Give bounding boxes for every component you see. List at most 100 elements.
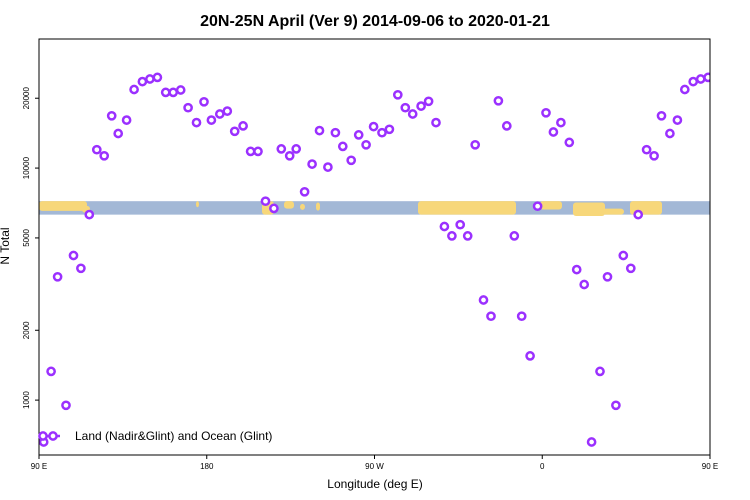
data-point [501, 121, 512, 131]
data-point [447, 231, 457, 241]
data-point [423, 96, 434, 107]
data-point [579, 279, 590, 290]
data-point [314, 125, 325, 136]
data-point [525, 351, 535, 361]
data-point [113, 128, 124, 139]
data-point [191, 117, 202, 128]
map-land [284, 201, 294, 209]
x-tick-label: 90 E [702, 462, 718, 471]
data-point [564, 137, 575, 148]
map-land [196, 201, 199, 208]
data-point [253, 146, 263, 157]
chart-title: 20N-25N April (Ver 9) 2014-09-06 to 2020… [200, 13, 550, 30]
data-point [307, 159, 317, 169]
map-land [540, 201, 562, 210]
data-point [431, 117, 441, 128]
data-point [586, 437, 597, 447]
x-tick-label: 180 [200, 462, 214, 471]
data-point [84, 209, 95, 220]
data-point [91, 144, 102, 155]
data-point [656, 110, 667, 121]
data-point [199, 96, 209, 107]
data-point [152, 72, 163, 83]
data-point [245, 146, 256, 157]
x-tick-label: 90 E [31, 462, 47, 471]
data-point [493, 95, 504, 106]
data-point [222, 106, 233, 116]
plot-frame [38, 38, 711, 456]
map-land [39, 201, 87, 211]
data-point [672, 115, 683, 125]
map-land [418, 201, 516, 215]
x-axis-label: Longitude (deg E) [327, 477, 422, 491]
data-point [713, 89, 720, 96]
data-point [206, 115, 217, 125]
legend-marker [48, 431, 58, 441]
data-point [611, 400, 621, 411]
data-point [337, 141, 348, 152]
legend-marker [38, 431, 48, 441]
data-point [688, 76, 699, 87]
data-point [556, 117, 566, 128]
map-land [602, 208, 624, 215]
data-point [384, 124, 395, 135]
data-point [52, 271, 63, 282]
data-point [602, 271, 613, 282]
data-point [68, 250, 79, 261]
data-point [439, 221, 450, 232]
data-point [145, 74, 155, 84]
data-point [183, 102, 193, 113]
data-point [548, 127, 559, 137]
data-point [377, 127, 387, 138]
legend-label: Land (Nadir&Glint) and Ocean (Glint) [75, 429, 272, 443]
y-tick-label: 5000 [22, 228, 31, 246]
data-point [470, 139, 481, 150]
x-tick-label: 0 [540, 462, 545, 471]
data-point [625, 263, 636, 274]
data-point [346, 155, 357, 166]
data-point [516, 311, 527, 322]
data-point [284, 150, 295, 161]
data-point [276, 144, 287, 154]
data-point [695, 74, 706, 84]
data-point [323, 162, 333, 172]
data-point [61, 400, 71, 411]
data-point [462, 231, 473, 241]
data-point [99, 150, 110, 161]
data-point [330, 127, 341, 138]
data-point [129, 84, 139, 95]
data-point [291, 144, 302, 154]
data-point [299, 186, 310, 197]
legend: Land (Nadir&Glint) and Ocean (Glint) [38, 429, 272, 443]
y-tick-label: 10000 [22, 156, 31, 179]
data-point [238, 121, 248, 131]
data-point [407, 109, 418, 119]
data-point [595, 366, 605, 377]
y-tick-label: 1000 [22, 391, 31, 409]
data-point [641, 144, 652, 155]
data-point [455, 219, 466, 230]
data-points [39, 72, 720, 447]
data-point [649, 150, 659, 161]
x-tick-label: 90 W [365, 462, 384, 471]
map-land [316, 202, 320, 211]
data-point [703, 72, 710, 83]
x-axis: 90 E 180 90 W 0 90 E [31, 455, 718, 471]
y-axis-label: N Total [0, 227, 12, 264]
data-point [168, 87, 179, 98]
data-point [486, 311, 496, 322]
data-point [633, 209, 644, 220]
data-point [214, 109, 225, 119]
data-point [121, 115, 132, 125]
data-point [353, 130, 364, 140]
data-point [368, 121, 379, 132]
world-map-strip [39, 201, 710, 216]
data-point [392, 89, 403, 100]
data-point [269, 203, 279, 214]
data-point [175, 85, 186, 95]
data-point [46, 366, 56, 377]
data-point [679, 84, 690, 95]
map-land [300, 203, 305, 210]
data-point [416, 101, 426, 111]
